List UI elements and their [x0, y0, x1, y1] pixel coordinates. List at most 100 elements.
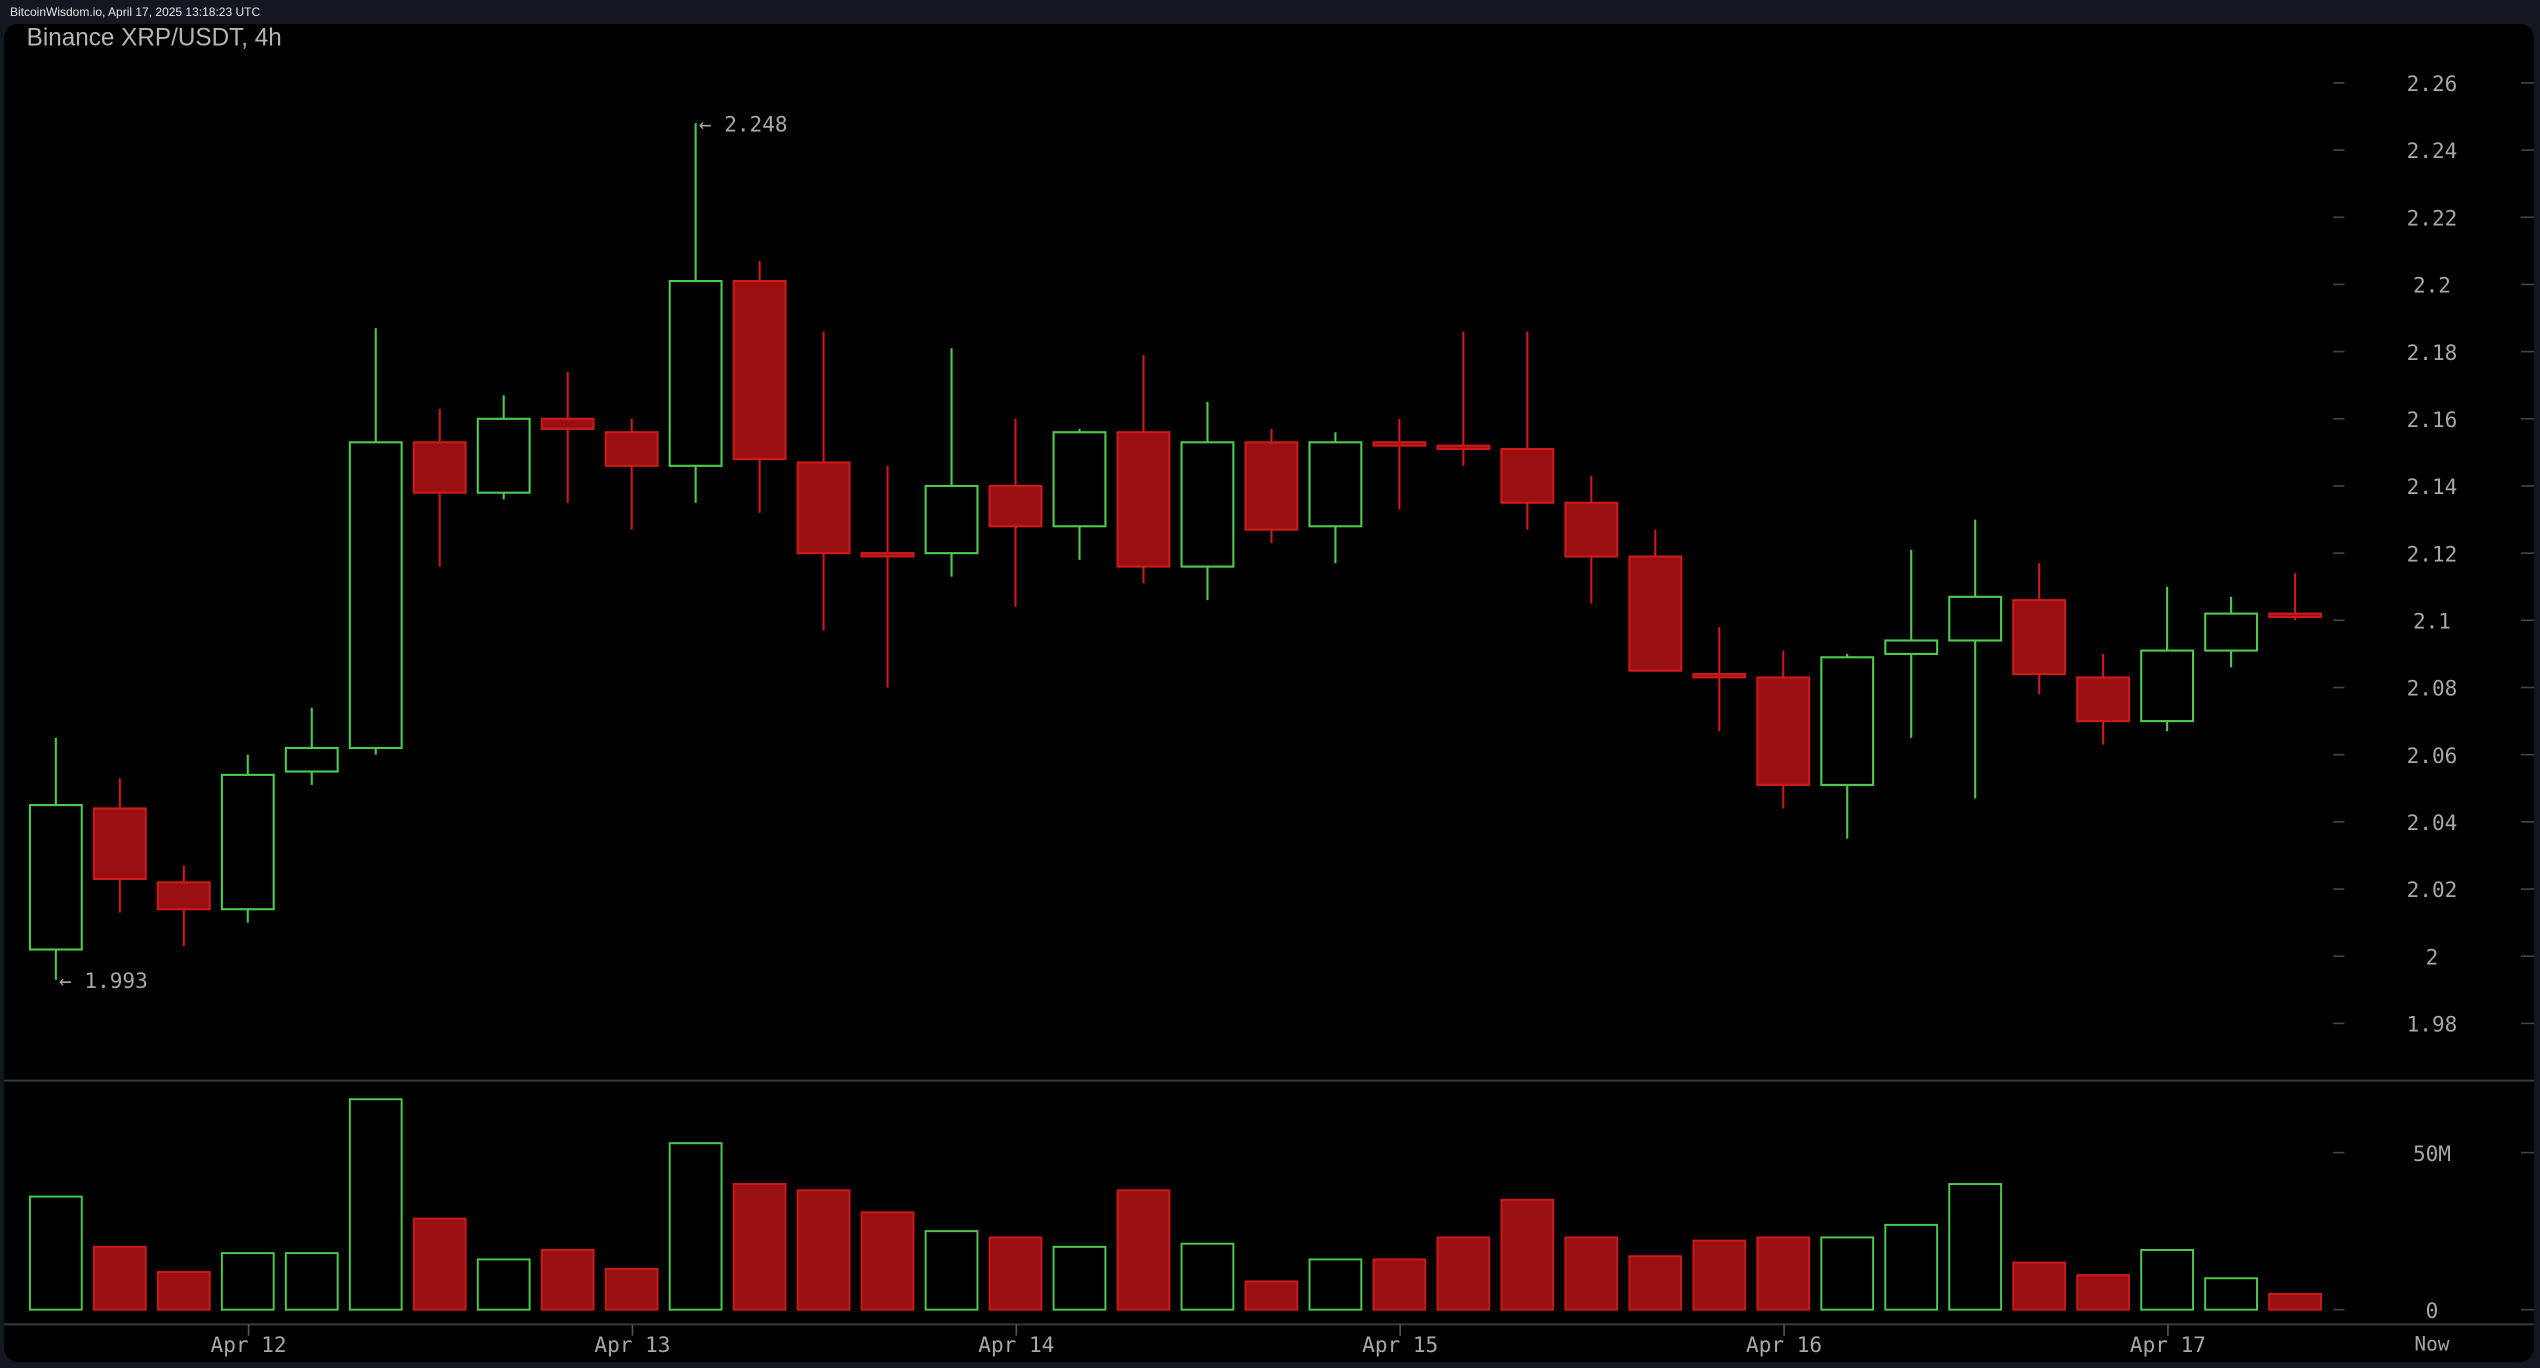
candle — [540, 371, 595, 503]
candle — [604, 418, 659, 530]
volume-bar — [2140, 1249, 2195, 1311]
volume-bar — [540, 1249, 595, 1311]
volume-bar — [1372, 1258, 1427, 1311]
volume-bar — [1116, 1189, 1171, 1311]
now-label: Now — [2414, 1332, 2449, 1355]
candle — [2140, 586, 2195, 732]
date-tick-label: Apr 17 — [2130, 1332, 2206, 1357]
max-price-label: ← 2.248 — [699, 111, 788, 136]
volume-bar — [476, 1258, 531, 1311]
volume-bar — [1500, 1198, 1555, 1311]
candle — [860, 465, 915, 688]
candle — [1436, 331, 1491, 466]
price-tick-label: 2.04 — [2407, 810, 2458, 835]
min-price-label: ← 1.993 — [59, 968, 148, 993]
volume-axis: 50M 0 — [2333, 1141, 2534, 1323]
candle — [1308, 432, 1363, 564]
volume-bar — [860, 1211, 915, 1311]
volume-tick-label: 0 — [2426, 1298, 2439, 1323]
price-tick-label: 2.2 — [2413, 273, 2451, 298]
candle — [1116, 354, 1171, 584]
volume-bar — [1884, 1223, 1939, 1311]
volume-bar — [1564, 1236, 1619, 1311]
candle — [220, 754, 275, 923]
volume-bar — [156, 1270, 211, 1311]
date-tick-label: Apr 16 — [1746, 1332, 1822, 1357]
volume-bar — [1948, 1183, 2003, 1311]
volume-bar — [2076, 1274, 2131, 1311]
candle — [412, 408, 467, 567]
price-tick-label: 2.1 — [2413, 608, 2451, 633]
chart-frame: Binance XRP/USDT, 4h 2.26 2.24 2.22 2.2 2.18… — [4, 24, 2534, 1362]
volume-bar — [220, 1252, 275, 1311]
candle — [1564, 475, 1619, 604]
candlestick-chart[interactable]: Binance XRP/USDT, 4h 2.26 2.24 2.22 2.2 2.18… — [4, 24, 2534, 1362]
price-axis: 2.26 2.24 2.22 2.2 2.18 2.16 2.14 2.12 2.1 2.08 2.… — [2333, 71, 2534, 1037]
volume-bar — [412, 1217, 467, 1311]
candle — [348, 328, 403, 755]
volume-bar — [284, 1252, 339, 1311]
candle — [1628, 529, 1683, 672]
candle — [1180, 401, 1235, 601]
volume-bar — [1628, 1255, 1683, 1311]
volume-bar — [1436, 1236, 1491, 1311]
candle — [2076, 653, 2131, 745]
volume-bar — [924, 1230, 979, 1311]
candle — [668, 123, 723, 503]
volume-bar — [796, 1189, 851, 1311]
price-tick-label: 2.18 — [2407, 340, 2458, 365]
candle — [924, 348, 979, 577]
price-tick-label: 2.26 — [2407, 71, 2458, 96]
candle — [1692, 627, 1747, 732]
volume-bar — [604, 1267, 659, 1311]
volume-bar — [1756, 1236, 1811, 1311]
chart-title: Binance XRP/USDT, 4h — [27, 24, 282, 51]
date-tick-label: Apr 14 — [978, 1332, 1054, 1357]
price-tick-label: 2.22 — [2407, 205, 2458, 230]
candle — [2268, 573, 2323, 621]
volume-bar — [1180, 1242, 1235, 1311]
volume-bar — [348, 1098, 403, 1311]
candle — [1500, 331, 1555, 530]
candle — [2204, 596, 2259, 668]
volume-bar — [668, 1142, 723, 1311]
time-axis: Apr 12 Apr 13 Apr 14 Apr 15 Apr 16 Apr 17 — [211, 1324, 2206, 1357]
price-tick-label: 2.14 — [2407, 474, 2458, 499]
price-tick-label: 2.06 — [2407, 743, 2458, 768]
candle — [476, 395, 531, 500]
candle — [796, 331, 851, 631]
candle — [1884, 549, 1939, 738]
candle — [92, 778, 147, 913]
volume-bar — [1820, 1236, 1875, 1311]
volume-bar — [988, 1236, 1043, 1311]
volume-bar — [2204, 1277, 2258, 1311]
volume-bar — [1244, 1280, 1299, 1311]
volume-bar — [1308, 1258, 1363, 1311]
candle — [156, 865, 211, 947]
price-tick-label: 2.12 — [2407, 541, 2458, 566]
price-tick-label: 2 — [2426, 944, 2439, 969]
volume-bar — [1052, 1245, 1107, 1311]
candle — [1948, 519, 2003, 799]
price-candles — [28, 123, 2323, 980]
candle — [1052, 428, 1107, 560]
candle — [2012, 563, 2067, 695]
candle — [28, 737, 83, 980]
volume-bar — [732, 1183, 787, 1311]
volume-bar — [92, 1245, 147, 1311]
candle — [1372, 418, 1427, 510]
date-tick-label: Apr 15 — [1362, 1332, 1438, 1357]
candle — [988, 418, 1043, 607]
price-tick-label: 1.98 — [2407, 1012, 2458, 1037]
volume-bar — [1692, 1239, 1747, 1311]
volume-bar — [2012, 1261, 2067, 1311]
price-tick-label: 2.24 — [2407, 138, 2458, 163]
candle — [1820, 653, 1875, 839]
volume-bars — [28, 1098, 2322, 1311]
candle — [284, 707, 339, 785]
price-tick-label: 2.08 — [2407, 676, 2458, 701]
candle — [732, 260, 787, 513]
candle — [1244, 428, 1299, 544]
price-tick-label: 2.02 — [2407, 877, 2458, 902]
price-tick-label: 2.16 — [2407, 407, 2458, 432]
